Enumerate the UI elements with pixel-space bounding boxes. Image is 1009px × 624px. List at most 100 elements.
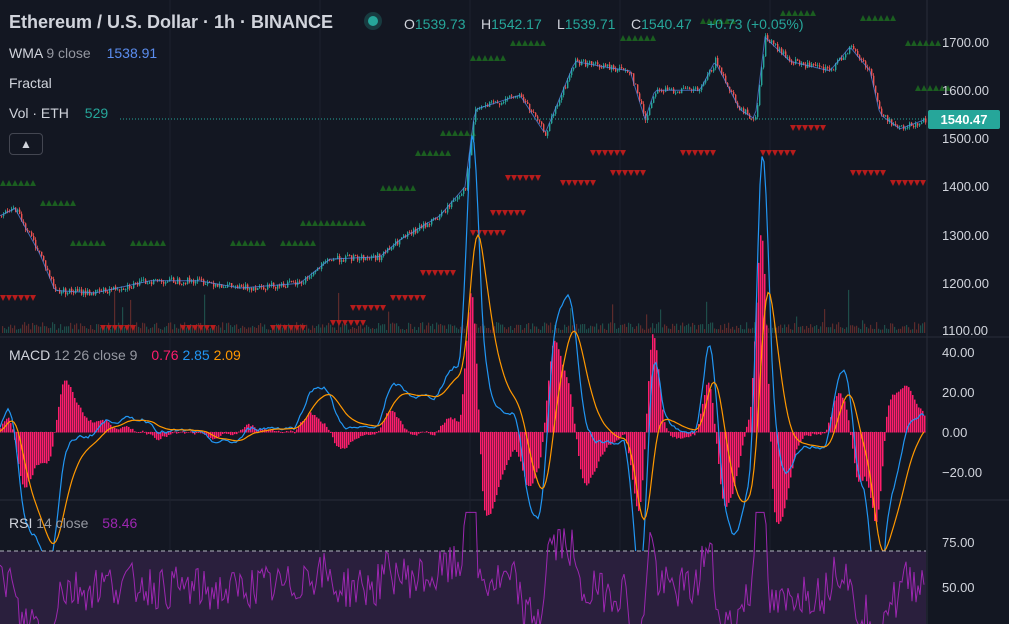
candle-body [195,281,197,284]
candle-body [319,268,321,270]
fractal-up-marker [780,10,786,16]
candle-body [505,98,507,102]
macd-histogram-bar [346,432,348,448]
fractal-up-marker [804,10,810,16]
rsi-tick: 50.00 [942,580,975,595]
candle-body [253,287,255,291]
fractal-down-marker [390,295,396,301]
volume-bar [488,327,490,333]
fractal-down-marker [766,150,772,156]
candle-body [627,70,629,73]
volume-bar [404,329,406,333]
volume-bar [398,326,400,333]
volume-bar [72,328,74,333]
candle-body [27,229,29,232]
volume-bar [346,324,348,333]
macd-histogram-bar [804,432,806,436]
fractal-up-marker [440,130,446,136]
candle-body [41,251,43,256]
candle-body [861,59,863,60]
volume-bar [30,329,32,333]
fractal-up-marker [534,40,540,46]
volume-bar [780,324,782,333]
candle-body [855,49,857,52]
candle-body [135,282,137,284]
macd-histogram-bar [704,395,706,433]
volume-bar [54,324,56,333]
macd-histogram-bar [908,387,910,433]
candle-body [809,62,811,67]
volume-bar [810,324,812,333]
fractal-up-marker [712,18,718,24]
macd-histogram-bar [200,432,202,434]
candle-body [813,63,815,65]
volume-bar [186,327,188,333]
candle-body [267,284,269,290]
volume-bar [378,323,380,333]
candle-body [671,88,673,90]
legend-macd[interactable]: MACD 12 26 close 9 0.76 2.85 2.09 [9,347,241,363]
collapse-legend-button[interactable]: ▲ [9,133,43,155]
volume-bar [736,325,738,333]
fractal-up-marker [386,185,392,191]
candle-body [823,67,825,71]
macd-histogram-bar [708,382,710,433]
macd-histogram-bar [360,432,362,437]
legend-wma[interactable]: WMA 9 close 1538.91 [9,45,158,61]
macd-histogram-bar [608,432,610,445]
fractal-down-marker [106,325,112,331]
rsi-line [0,511,925,624]
candle-body [747,109,749,115]
macd-histogram-bar [738,432,740,468]
macd-histogram-bar [32,432,34,476]
candle-body [623,68,625,71]
volume-bar [308,328,310,333]
macd-histogram-bar [220,432,222,436]
volume-bar [768,328,770,333]
volume-bar [916,329,918,333]
volume-bar [454,325,456,333]
volume-bar [426,325,428,333]
candle-body [779,48,781,51]
macd-histogram-bar [874,432,876,521]
volume-bar [174,324,176,333]
legend-fractal[interactable]: Fractal [9,75,52,91]
volume-bar [130,299,132,333]
macd-histogram-bar [140,432,142,433]
macd-histogram-bar [96,421,98,433]
volume-bar [110,329,112,333]
macd-histogram-bar [600,432,602,457]
candle-body [743,108,745,114]
volume-bar [914,322,916,333]
volume-bar [542,326,544,333]
macd-tick: −20.00 [942,465,983,480]
candle-body [391,247,393,250]
legend-rsi[interactable]: RSI 14 close 58.46 [9,515,138,531]
macd-histogram-bar [800,432,802,442]
macd-histogram-bar [538,432,540,469]
macd-histogram-bar [792,432,794,469]
fractal-down-marker [908,180,914,186]
volume-bar [142,322,144,333]
volume-bar [100,327,102,333]
candle-body [563,87,565,96]
candle-body [463,188,465,194]
macd-histogram-bar [38,432,40,465]
macd-histogram-bar [304,419,306,433]
volume-bar [808,327,810,333]
fractal-up-marker [18,180,24,186]
macd-histogram-bar [710,389,712,433]
volume-bar [888,329,890,333]
candle-body [239,285,241,289]
macd-histogram-bar [582,432,584,479]
macd-histogram-bar [652,334,654,433]
candle-body [725,75,727,84]
volume-bar [224,329,226,333]
symbol-title[interactable]: Ethereum / U.S. Dollar · 1h · BINANCE [9,12,334,32]
volume-bar [788,324,790,333]
candle-body [707,74,709,80]
candle-body [327,259,329,262]
volume-bar [538,328,540,333]
legend-volume[interactable]: Vol · ETH 529 [9,105,109,121]
